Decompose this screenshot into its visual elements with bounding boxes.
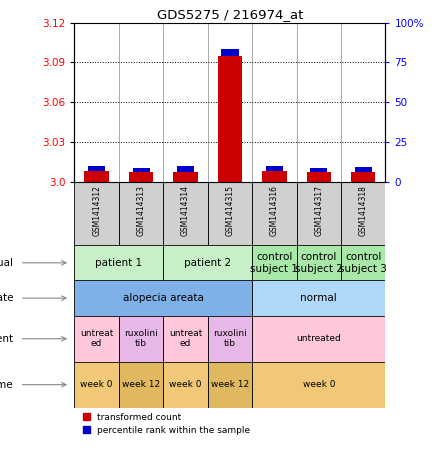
FancyBboxPatch shape xyxy=(208,361,252,408)
FancyBboxPatch shape xyxy=(74,361,119,408)
Text: untreat
ed: untreat ed xyxy=(80,329,113,348)
FancyBboxPatch shape xyxy=(208,182,252,245)
FancyBboxPatch shape xyxy=(74,280,252,316)
Text: week 0: week 0 xyxy=(303,380,335,389)
Bar xyxy=(129,172,153,182)
FancyBboxPatch shape xyxy=(252,280,385,316)
Text: control
subject 3: control subject 3 xyxy=(339,252,387,274)
Text: untreat
ed: untreat ed xyxy=(169,329,202,348)
Bar xyxy=(310,168,327,172)
Text: disease state: disease state xyxy=(0,293,13,303)
FancyBboxPatch shape xyxy=(119,316,163,361)
Text: alopecia areata: alopecia areata xyxy=(123,293,204,303)
Text: week 12: week 12 xyxy=(122,380,160,389)
Bar xyxy=(133,168,150,172)
Text: GSM1414315: GSM1414315 xyxy=(226,185,234,236)
Text: GSM1414316: GSM1414316 xyxy=(270,185,279,236)
Text: GSM1414313: GSM1414313 xyxy=(137,185,145,236)
Text: ruxolini
tib: ruxolini tib xyxy=(124,329,158,348)
Text: untreated: untreated xyxy=(297,334,341,343)
FancyBboxPatch shape xyxy=(252,182,297,245)
FancyBboxPatch shape xyxy=(341,182,385,245)
FancyBboxPatch shape xyxy=(297,182,341,245)
Legend: transformed count, percentile rank within the sample: transformed count, percentile rank withi… xyxy=(79,409,254,439)
FancyBboxPatch shape xyxy=(252,361,385,408)
Text: agent: agent xyxy=(0,334,13,344)
Text: week 12: week 12 xyxy=(211,380,249,389)
Text: week 0: week 0 xyxy=(81,380,113,389)
Text: GSM1414318: GSM1414318 xyxy=(359,185,368,236)
Text: individual: individual xyxy=(0,258,13,268)
FancyBboxPatch shape xyxy=(163,182,208,245)
FancyBboxPatch shape xyxy=(252,245,297,280)
Text: GSM1414312: GSM1414312 xyxy=(92,185,101,236)
Text: week 0: week 0 xyxy=(169,380,202,389)
Bar xyxy=(177,166,194,172)
Bar xyxy=(85,171,109,182)
Bar xyxy=(351,172,375,182)
FancyBboxPatch shape xyxy=(163,316,208,361)
FancyBboxPatch shape xyxy=(163,361,208,408)
FancyBboxPatch shape xyxy=(297,245,341,280)
FancyBboxPatch shape xyxy=(341,245,385,280)
FancyBboxPatch shape xyxy=(252,316,385,361)
FancyBboxPatch shape xyxy=(74,316,119,361)
FancyBboxPatch shape xyxy=(74,182,119,245)
Text: control
subject 1: control subject 1 xyxy=(251,252,298,274)
Text: ruxolini
tib: ruxolini tib xyxy=(213,329,247,348)
FancyBboxPatch shape xyxy=(119,361,163,408)
Bar xyxy=(88,166,105,171)
Bar xyxy=(173,172,198,182)
Bar xyxy=(266,166,283,171)
FancyBboxPatch shape xyxy=(208,316,252,361)
FancyBboxPatch shape xyxy=(163,245,252,280)
Text: GSM1414314: GSM1414314 xyxy=(181,185,190,236)
Bar xyxy=(218,56,242,182)
Text: patient 2: patient 2 xyxy=(184,258,231,268)
FancyBboxPatch shape xyxy=(119,182,163,245)
Bar xyxy=(221,49,239,56)
Bar xyxy=(262,171,286,182)
Bar xyxy=(307,172,331,182)
Bar xyxy=(355,167,372,172)
FancyBboxPatch shape xyxy=(74,245,163,280)
Text: patient 1: patient 1 xyxy=(95,258,142,268)
Text: GSM1414317: GSM1414317 xyxy=(314,185,323,236)
Text: normal: normal xyxy=(300,293,337,303)
Title: GDS5275 / 216974_at: GDS5275 / 216974_at xyxy=(157,9,303,21)
Text: time: time xyxy=(0,380,13,390)
Text: control
subject 2: control subject 2 xyxy=(295,252,343,274)
